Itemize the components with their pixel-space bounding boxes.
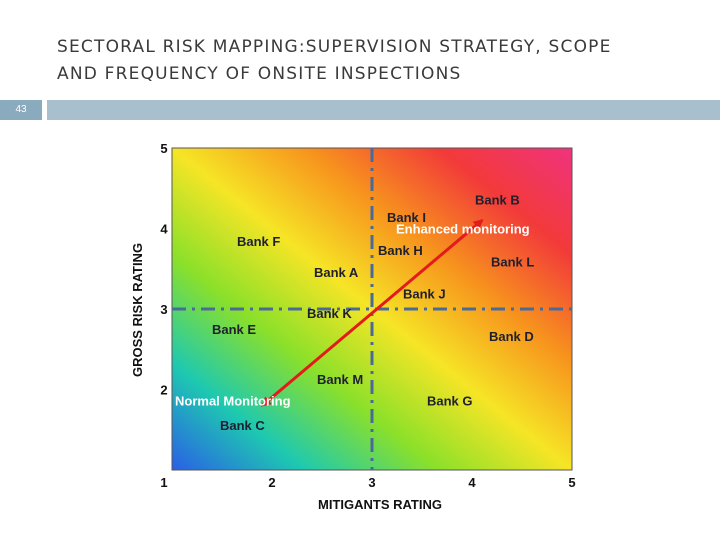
slide-title: SECTORAL RISK MAPPING:SUPERVISION STRATE… bbox=[57, 34, 697, 88]
x-tick-label: 2 bbox=[268, 475, 275, 490]
accent-bar bbox=[47, 100, 720, 120]
bank-label: Bank F bbox=[237, 234, 280, 249]
x-tick-label: 3 bbox=[368, 475, 375, 490]
y-tick-label: 2 bbox=[160, 383, 167, 398]
quadrant-dividers bbox=[172, 148, 572, 470]
trend-arrow-layer bbox=[260, 219, 484, 407]
y-tick-label: 4 bbox=[160, 222, 168, 237]
axis-ticks: 1 2 3 4 5 2 3 4 5 bbox=[160, 141, 575, 490]
bank-label: Bank E bbox=[212, 322, 256, 337]
zone-label: Normal Monitoring bbox=[175, 394, 291, 409]
x-tick-label: 4 bbox=[468, 475, 476, 490]
bank-label: Bank G bbox=[427, 394, 473, 409]
bank-label: Bank H bbox=[378, 243, 423, 258]
bank-label: Bank C bbox=[220, 418, 265, 433]
zone-label: Enhanced monitoring bbox=[396, 221, 530, 236]
origin-tick-label: 1 bbox=[160, 475, 167, 490]
bank-label: Bank K bbox=[307, 306, 352, 321]
risk-trend-arrow bbox=[260, 219, 484, 407]
bank-labels: Bank B Bank I Bank H Bank L Bank F Bank A Bank… bbox=[212, 192, 534, 432]
bank-label: Bank A bbox=[314, 265, 359, 280]
x-tick-label: 5 bbox=[568, 475, 575, 490]
page-number-badge: 43 bbox=[0, 100, 42, 120]
y-axis-label: GROSS RISK RATING bbox=[130, 243, 145, 377]
bank-label: Bank I bbox=[387, 210, 426, 225]
zone-labels: Enhanced monitoring Normal Monitoring bbox=[175, 221, 530, 408]
bank-label: Bank D bbox=[489, 329, 534, 344]
y-tick-label: 3 bbox=[160, 302, 167, 317]
bank-label: Bank J bbox=[403, 287, 446, 302]
bank-label: Bank M bbox=[317, 372, 363, 387]
bank-label: Bank L bbox=[491, 254, 534, 269]
slide-title-line-1: SECTORAL RISK MAPPING:SUPERVISION STRATE… bbox=[57, 37, 612, 57]
slide-title-line-2: AND FREQUENCY OF ONSITE INSPECTIONS bbox=[57, 64, 462, 84]
bank-label: Bank B bbox=[475, 192, 520, 207]
x-axis-label: MITIGANTS RATING bbox=[318, 497, 442, 512]
y-tick-label: 5 bbox=[160, 141, 167, 156]
